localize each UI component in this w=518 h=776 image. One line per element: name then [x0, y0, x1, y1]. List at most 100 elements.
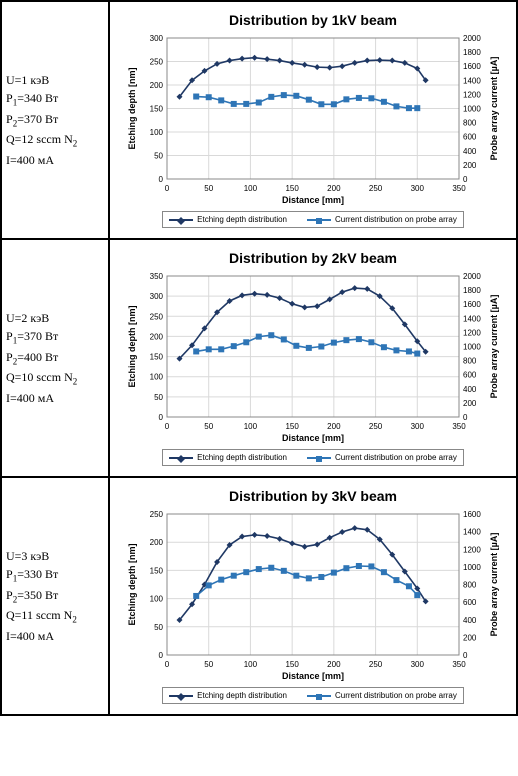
svg-text:0: 0 — [165, 184, 170, 193]
svg-text:50: 50 — [204, 660, 213, 669]
svg-text:200: 200 — [327, 184, 341, 193]
svg-text:350: 350 — [452, 422, 466, 431]
param-line: Q=11 sccm N2 — [6, 606, 104, 627]
svg-text:250: 250 — [369, 422, 383, 431]
svg-text:800: 800 — [463, 357, 477, 366]
legend-label: Etching depth distribution — [197, 215, 287, 224]
svg-text:150: 150 — [285, 422, 299, 431]
svg-text:350: 350 — [452, 184, 466, 193]
svg-text:100: 100 — [150, 128, 164, 137]
svg-text:200: 200 — [463, 633, 477, 642]
chart-cell: Distribution by 3kV beam 050100150200250… — [109, 477, 517, 715]
svg-text:1000: 1000 — [463, 563, 481, 572]
svg-text:600: 600 — [463, 133, 477, 142]
svg-text:250: 250 — [150, 58, 164, 67]
param-line: P2=400 Вт — [6, 348, 104, 369]
svg-text:50: 50 — [204, 422, 213, 431]
chart-legend: Etching depth distribution Current distr… — [162, 211, 464, 228]
svg-text:0: 0 — [159, 175, 164, 184]
svg-text:800: 800 — [463, 119, 477, 128]
chart-title: Distribution by 1kV beam — [229, 12, 397, 28]
svg-text:Etching depth [nm]: Etching depth [nm] — [127, 306, 137, 388]
svg-text:Probe array current [µA]: Probe array current [µA] — [489, 533, 499, 637]
svg-text:250: 250 — [369, 184, 383, 193]
svg-text:1600: 1600 — [463, 62, 481, 71]
svg-text:150: 150 — [285, 660, 299, 669]
svg-text:200: 200 — [327, 660, 341, 669]
svg-text:100: 100 — [244, 422, 258, 431]
param-line: I=400 мА — [6, 627, 104, 645]
legend-label: Current distribution on probe array — [335, 215, 457, 224]
legend-label: Etching depth distribution — [197, 691, 287, 700]
svg-text:200: 200 — [150, 538, 164, 547]
param-cell: U=1 кэВP1=340 ВтP2=370 ВтQ=12 sccm N2I=4… — [1, 1, 109, 239]
svg-text:100: 100 — [150, 373, 164, 382]
param-line: P2=350 Вт — [6, 586, 104, 607]
param-line: U=1 кэВ — [6, 71, 104, 89]
svg-text:1400: 1400 — [463, 528, 481, 537]
svg-text:1600: 1600 — [463, 300, 481, 309]
svg-text:Distance [mm]: Distance [mm] — [282, 433, 344, 443]
svg-text:400: 400 — [463, 385, 477, 394]
svg-text:0: 0 — [165, 422, 170, 431]
svg-text:250: 250 — [150, 312, 164, 321]
svg-text:0: 0 — [159, 651, 164, 660]
param-line: Q=10 sccm N2 — [6, 368, 104, 389]
svg-text:100: 100 — [244, 184, 258, 193]
svg-text:Distance [mm]: Distance [mm] — [282, 671, 344, 681]
svg-text:1600: 1600 — [463, 510, 481, 519]
legend-item-etch: Etching depth distribution — [169, 215, 287, 224]
svg-text:2000: 2000 — [463, 272, 481, 281]
param-cell: U=3 кэВP1=330 ВтP2=350 ВтQ=11 sccm N2I=4… — [1, 477, 109, 715]
svg-text:150: 150 — [285, 184, 299, 193]
param-cell: U=2 кэВP1=370 ВтP2=400 ВтQ=10 sccm N2I=4… — [1, 239, 109, 477]
svg-text:200: 200 — [150, 81, 164, 90]
chart-cell: Distribution by 2kV beam 0 50 100 150 200 250… — [109, 239, 517, 477]
svg-text:400: 400 — [463, 616, 477, 625]
svg-text:2000: 2000 — [463, 34, 481, 43]
param-line: P2=370 Вт — [6, 110, 104, 131]
svg-text:400: 400 — [463, 147, 477, 156]
legend-item-current: Current distribution on probe array — [307, 691, 457, 700]
svg-text:1800: 1800 — [463, 48, 481, 57]
legend-item-etch: Etching depth distribution — [169, 691, 287, 700]
svg-text:1000: 1000 — [463, 343, 481, 352]
svg-text:150: 150 — [150, 566, 164, 575]
chart-cell: Distribution by 1kV beam 050100150200250… — [109, 1, 517, 239]
svg-text:300: 300 — [150, 292, 164, 301]
chart-legend: Etching depth distribution Current distr… — [162, 449, 464, 466]
svg-text:200: 200 — [463, 161, 477, 170]
svg-text:Probe array current [µA]: Probe array current [µA] — [489, 295, 499, 399]
svg-text:200: 200 — [463, 399, 477, 408]
chart-title: Distribution by 2kV beam — [229, 250, 397, 266]
svg-text:300: 300 — [411, 660, 425, 669]
legend-item-current: Current distribution on probe array — [307, 453, 457, 462]
param-line: U=2 кэВ — [6, 309, 104, 327]
svg-text:Etching depth [nm]: Etching depth [nm] — [127, 68, 137, 150]
svg-text:1200: 1200 — [463, 90, 481, 99]
param-line: P1=340 Вт — [6, 89, 104, 110]
svg-text:200: 200 — [327, 422, 341, 431]
param-line: I=400 мА — [6, 151, 104, 169]
legend-label: Current distribution on probe array — [335, 691, 457, 700]
svg-text:0: 0 — [159, 413, 164, 422]
svg-text:Probe array current [µA]: Probe array current [µA] — [489, 57, 499, 161]
param-line: P1=370 Вт — [6, 327, 104, 348]
svg-text:50: 50 — [154, 393, 163, 402]
svg-text:350: 350 — [150, 272, 164, 281]
svg-text:150: 150 — [150, 353, 164, 362]
legend-label: Etching depth distribution — [197, 453, 287, 462]
svg-text:800: 800 — [463, 581, 477, 590]
svg-text:1400: 1400 — [463, 76, 481, 85]
svg-text:250: 250 — [369, 660, 383, 669]
svg-text:300: 300 — [411, 422, 425, 431]
svg-text:600: 600 — [463, 371, 477, 380]
svg-text:Distance [mm]: Distance [mm] — [282, 195, 344, 205]
legend-item-etch: Etching depth distribution — [169, 453, 287, 462]
svg-text:1400: 1400 — [463, 314, 481, 323]
svg-text:300: 300 — [411, 184, 425, 193]
chart-title: Distribution by 3kV beam — [229, 488, 397, 504]
param-line: P1=330 Вт — [6, 565, 104, 586]
svg-text:600: 600 — [463, 598, 477, 607]
svg-text:0: 0 — [463, 651, 468, 660]
